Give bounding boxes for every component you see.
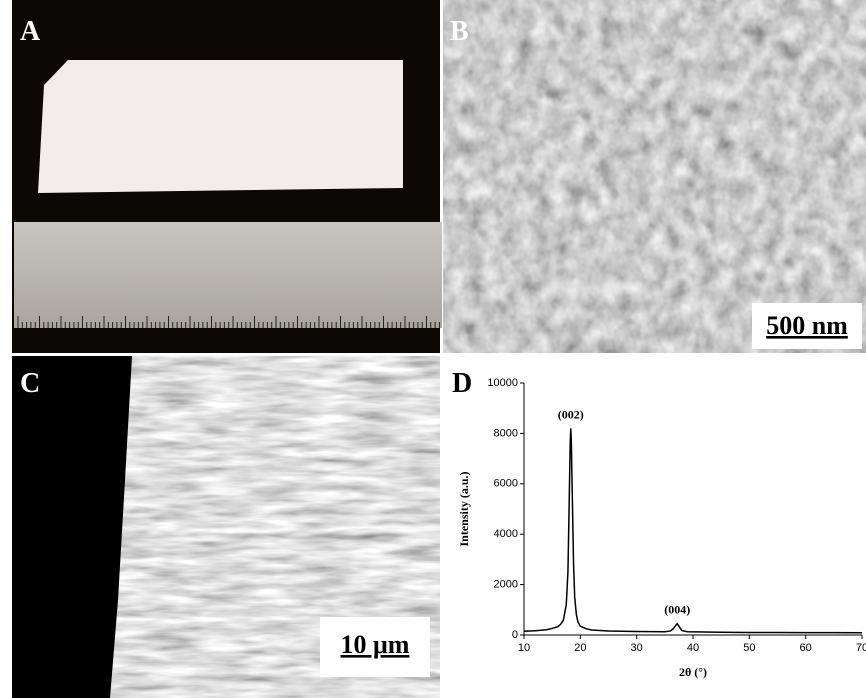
x-axis-label: 2θ (°) bbox=[679, 665, 707, 679]
x-tick-label: 30 bbox=[631, 642, 643, 654]
film-sample bbox=[38, 60, 403, 193]
y-tick-label: 4000 bbox=[494, 528, 518, 540]
y-axis-label: Intensity (a.u.) bbox=[457, 471, 471, 546]
x-tick-label: 50 bbox=[743, 642, 755, 654]
y-tick-label: 6000 bbox=[494, 478, 518, 490]
panel-label: C bbox=[20, 368, 40, 399]
peak-annotation: (002) bbox=[558, 407, 584, 421]
panel-c: 10 μm C bbox=[12, 356, 440, 698]
y-tick-label: 10000 bbox=[487, 377, 518, 389]
panel-d: D 2θ (°) Intensity (a.u.) 0 2000 4000 6000 8… bbox=[452, 368, 866, 679]
page: A 500 nm B 10 μm C D 2θ (°) Intensity (a… bbox=[0, 0, 866, 698]
panel-label: A bbox=[20, 16, 41, 47]
panel-b: 500 nm B bbox=[443, 0, 866, 353]
data-line bbox=[524, 428, 862, 632]
x-tick-label: 40 bbox=[687, 642, 699, 654]
x-tick-label: 10 bbox=[518, 642, 530, 654]
panel-label: D bbox=[452, 368, 472, 399]
ruler bbox=[14, 222, 442, 328]
y-tick-label: 0 bbox=[512, 629, 518, 641]
x-tick-label: 60 bbox=[800, 642, 812, 654]
y-tick-label: 8000 bbox=[494, 427, 518, 439]
scale-bar-label: 10 μm bbox=[341, 630, 410, 659]
x-tick-label: 70 bbox=[856, 642, 866, 654]
x-tick-label: 20 bbox=[574, 642, 586, 654]
image-background bbox=[12, 356, 132, 698]
scale-bar-label: 500 nm bbox=[766, 311, 848, 340]
y-tick-label: 2000 bbox=[494, 579, 518, 591]
figure: A 500 nm B 10 μm C D 2θ (°) Intensity (a… bbox=[0, 0, 866, 698]
peak-annotation: (004) bbox=[664, 603, 690, 617]
sem-image bbox=[443, 0, 866, 353]
panel-label: B bbox=[450, 16, 469, 47]
panel-a: A bbox=[12, 0, 442, 353]
